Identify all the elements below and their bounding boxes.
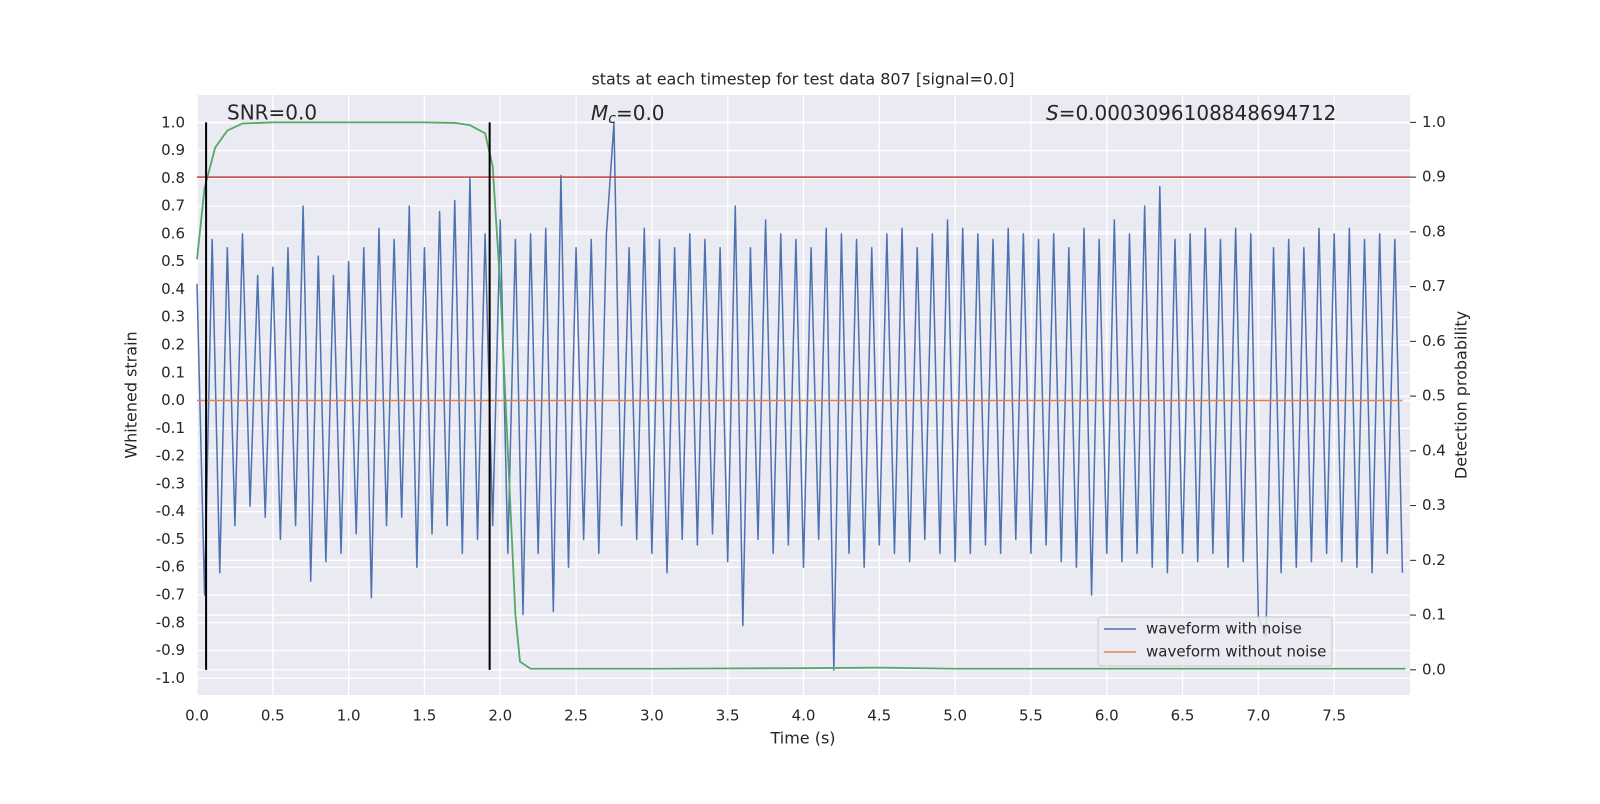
y-tick-label: -0.1	[156, 419, 185, 437]
x-tick-label: 3.0	[640, 707, 664, 725]
x-tick-label: 3.5	[716, 707, 740, 725]
x-tick-label: 6.0	[1095, 707, 1119, 725]
y-axis-label: Whitened strain	[122, 331, 141, 458]
y-tick-label: -0.8	[156, 613, 185, 631]
y-tick-label: 1.0	[161, 113, 185, 131]
x-axis-label: Time (s)	[769, 729, 835, 748]
y-tick-label: -0.5	[156, 530, 185, 548]
y2-axis-label: Detection probability	[1452, 311, 1471, 479]
x-tick-label: 5.5	[1019, 707, 1043, 725]
y2-tick-label: 0.0	[1422, 660, 1446, 678]
y2-tick-label: 0.4	[1422, 441, 1446, 459]
y-tick-label: 0.4	[161, 280, 185, 298]
legend: waveform with noise waveform without nois…	[1097, 616, 1333, 667]
x-tick-label: 0.0	[185, 707, 209, 725]
x-tick-label: 5.0	[943, 707, 967, 725]
x-tick-label: 2.5	[564, 707, 588, 725]
probability-line	[196, 121, 1406, 670]
y-tick-label: 0.5	[161, 252, 185, 270]
annotation-symbol: S	[1046, 101, 1059, 125]
y2-tick-label: 1.0	[1422, 113, 1446, 131]
x-tick-label: 4.0	[792, 707, 816, 725]
y-tick-label: -0.4	[156, 502, 185, 520]
x-tick-label: 1.5	[413, 707, 437, 725]
x-tick-label: 7.0	[1246, 707, 1270, 725]
y-tick-label: 0.9	[161, 141, 185, 159]
axes: 0.0 0.5 1.0 1.5 2.0 2.5 3.0 3.5 4.0 4.5 5.0 5.5 6.0 6…	[156, 113, 1446, 725]
y2-tick-label: 0.5	[1422, 387, 1446, 405]
series-line	[196, 122, 1404, 671]
y2-tick-label: 0.2	[1422, 551, 1446, 569]
y2-tick-label: 0.1	[1422, 606, 1446, 624]
legend-label: waveform with noise	[1146, 620, 1302, 638]
y-tick-label: -0.2	[156, 447, 185, 465]
x-tick-label: 6.5	[1171, 707, 1195, 725]
y-tick-label: 0.2	[161, 336, 185, 354]
annotation-symbol: M	[591, 101, 608, 125]
y-tick-label: -1.0	[156, 669, 185, 687]
legend-label: waveform without noise	[1146, 643, 1326, 661]
y-tick-label: -0.6	[156, 558, 185, 576]
y-tick-label: 0.3	[161, 308, 185, 326]
y-tick-label: 0.6	[161, 224, 185, 242]
y-tick-label: -0.7	[156, 586, 185, 604]
x-tick-label: 2.0	[488, 707, 512, 725]
y2-tick-label: 0.6	[1422, 332, 1446, 350]
annotation-text: =0.0	[616, 101, 665, 125]
x-tick-label: 1.0	[337, 707, 361, 725]
annotation-text: =0.0003096108848694712	[1059, 101, 1337, 125]
annotation: Mc=0.0	[591, 101, 665, 128]
x-tick-label: 4.5	[867, 707, 891, 725]
y-tick-label: 0.1	[161, 363, 185, 381]
x-tick-label: 0.5	[261, 707, 285, 725]
legend-box	[1097, 616, 1333, 667]
chart-title: stats at each timestep for test data 807…	[591, 70, 1014, 89]
y-tick-label: 0.0	[161, 391, 185, 409]
x-tick-label: 7.5	[1322, 707, 1346, 725]
y2-tick-label: 0.9	[1422, 168, 1446, 186]
y-tick-label: 0.7	[161, 197, 185, 215]
y-tick-label: -0.9	[156, 641, 185, 659]
y-tick-label: -0.3	[156, 474, 185, 492]
y2-tick-label: 0.3	[1422, 496, 1446, 514]
y2-tick-label: 0.7	[1422, 277, 1446, 295]
y-tick-label: 0.8	[161, 169, 185, 187]
annotation-subscript: c	[608, 111, 616, 127]
y2-tick-label: 0.8	[1422, 222, 1446, 240]
annotation: SNR=0.0	[227, 101, 317, 125]
annotation: S=0.0003096108848694712	[1046, 101, 1336, 125]
marks	[196, 121, 1410, 671]
